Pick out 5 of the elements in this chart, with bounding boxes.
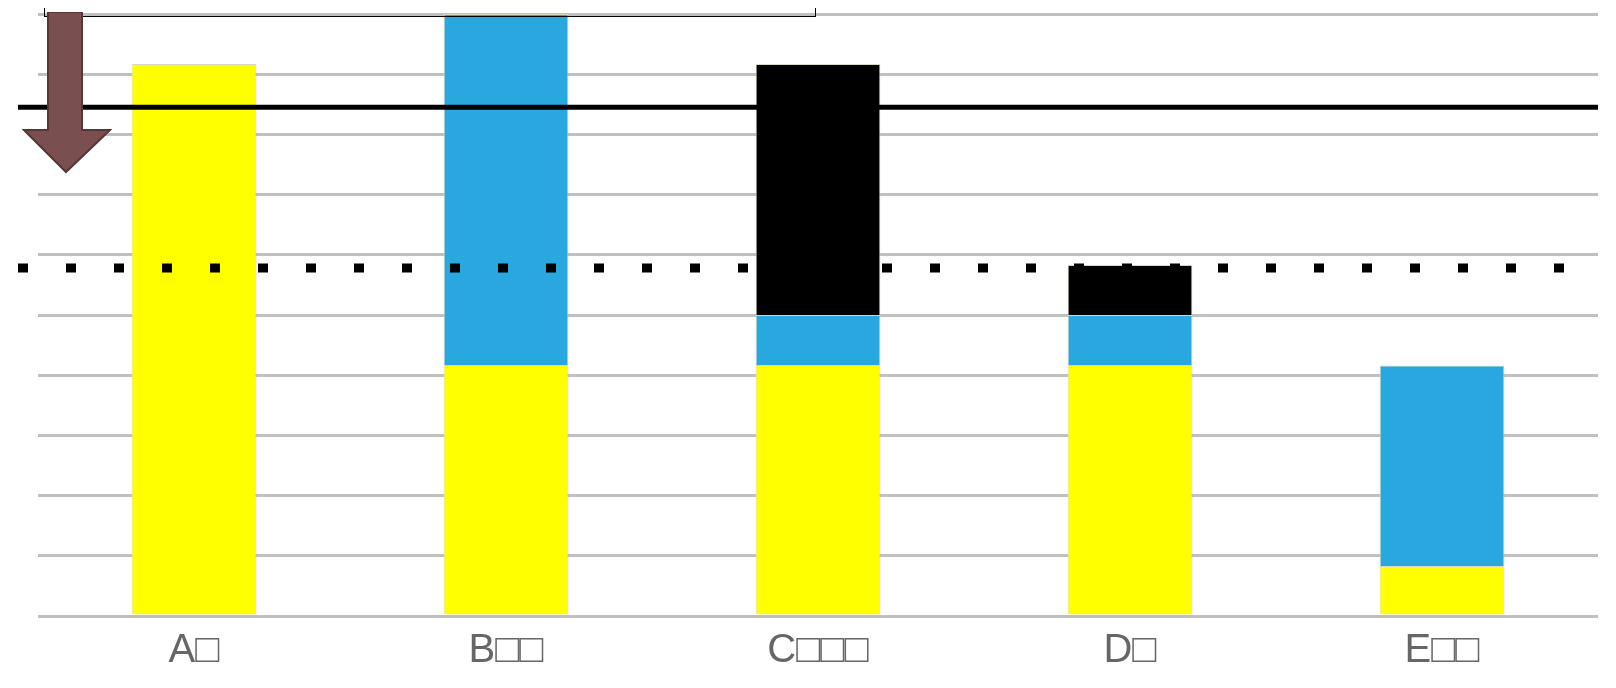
x-tick-label: A□ xyxy=(168,626,220,671)
x-tick-label: C□□□ xyxy=(767,626,869,671)
x-tick-label: D□ xyxy=(1103,626,1157,671)
x-tick-label: E□□ xyxy=(1404,626,1480,671)
x-tick-label: B□□ xyxy=(468,626,544,671)
